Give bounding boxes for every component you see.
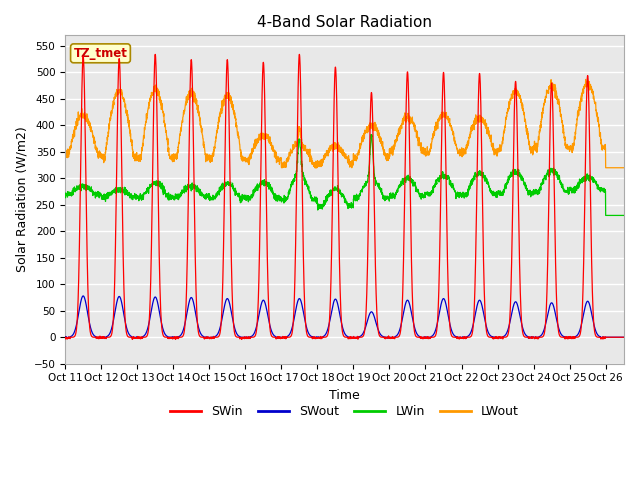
X-axis label: Time: Time xyxy=(329,389,360,402)
Legend: SWin, SWout, LWin, LWout: SWin, SWout, LWin, LWout xyxy=(165,400,524,423)
Y-axis label: Solar Radiation (W/m2): Solar Radiation (W/m2) xyxy=(15,127,28,273)
Title: 4-Band Solar Radiation: 4-Band Solar Radiation xyxy=(257,15,432,30)
Text: TZ_tmet: TZ_tmet xyxy=(74,47,127,60)
